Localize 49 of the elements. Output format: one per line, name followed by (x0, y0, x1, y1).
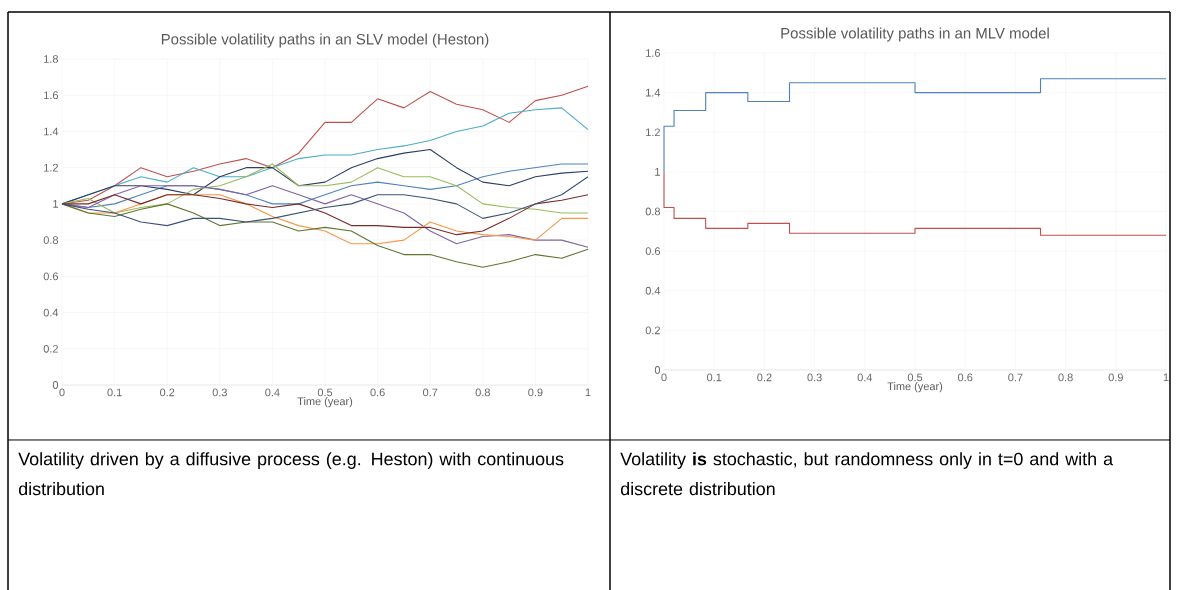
x-tick-label: 0.2 (757, 373, 772, 382)
y-tick-label: 1 (53, 200, 58, 208)
x-tick-label: 0.1 (107, 388, 122, 397)
x-tick-label: 0.9 (1108, 373, 1123, 382)
x-tick-label: 0 (59, 388, 65, 397)
x-axis-title: Time (year) (887, 382, 943, 393)
line-series (61, 194, 589, 236)
y-tick-label: 1.4 (646, 88, 661, 97)
x-tick-label: 0 (661, 373, 667, 382)
y-tick-label: 0.6 (43, 272, 59, 281)
y-tick-label: 0 (654, 366, 661, 374)
x-tick-label: 0.5 (317, 388, 333, 397)
x-tick-label: 1 (585, 388, 591, 397)
text: Volatility is stochastic, but randomness only in t=0 and with a discrete distribution (620, 452, 1114, 496)
x-tick-label: 0.2 (160, 388, 175, 397)
y-tick-label: 1.2 (646, 128, 660, 137)
x-tick-label: 0.6 (958, 373, 973, 382)
y-tick-label: 1.6 (646, 49, 661, 57)
x-tick-label: 1 (1163, 373, 1169, 382)
y-tick-label: 0.4 (43, 308, 59, 317)
y-tick-label: 1 (655, 168, 660, 176)
x-tick-label: 0.1 (707, 373, 722, 382)
x-tick-label: 0.3 (807, 373, 822, 382)
text: Volatility driven by a diffusive process (e.g. Heston) with continuous distribution (18, 452, 564, 496)
y-tick-label: 1.8 (44, 55, 59, 63)
y-tick-label: 1.6 (44, 91, 59, 100)
x-tick-label: 0.8 (1058, 373, 1073, 382)
x-tick-label: 0.7 (1008, 373, 1023, 382)
x-tick-label: 0.7 (423, 388, 438, 397)
y-tick-label: 0 (52, 381, 59, 389)
x-tick-label: 0.6 (370, 388, 385, 397)
y-tick-label: 0.8 (43, 236, 59, 244)
x-axis-title: Time (year) (297, 397, 353, 408)
x-tick-label: 0.9 (528, 388, 543, 397)
x-tick-label: 0.8 (475, 388, 490, 397)
y-tick-label: 0.2 (645, 326, 660, 335)
y-tick-label: 1.4 (44, 127, 59, 136)
y-tick-label: 0.2 (43, 344, 58, 353)
y-tick-label: 0.4 (645, 286, 661, 295)
y-tick-label: 0.8 (645, 207, 661, 216)
x-tick-label: 0.4 (265, 388, 280, 397)
chart-title: Possible volatility paths in an MLV model (781, 27, 1049, 42)
chart-title: Possible volatility paths in an SLV model (Heston) (161, 33, 489, 48)
y-tick-label: 0.6 (645, 247, 661, 255)
x-tick-label: 0.3 (212, 388, 227, 397)
x-tick-label: 0.5 (907, 373, 923, 382)
line-series (61, 148, 589, 205)
x-tick-label: 0.4 (857, 373, 873, 382)
y-tick-label: 1.2 (44, 163, 58, 172)
